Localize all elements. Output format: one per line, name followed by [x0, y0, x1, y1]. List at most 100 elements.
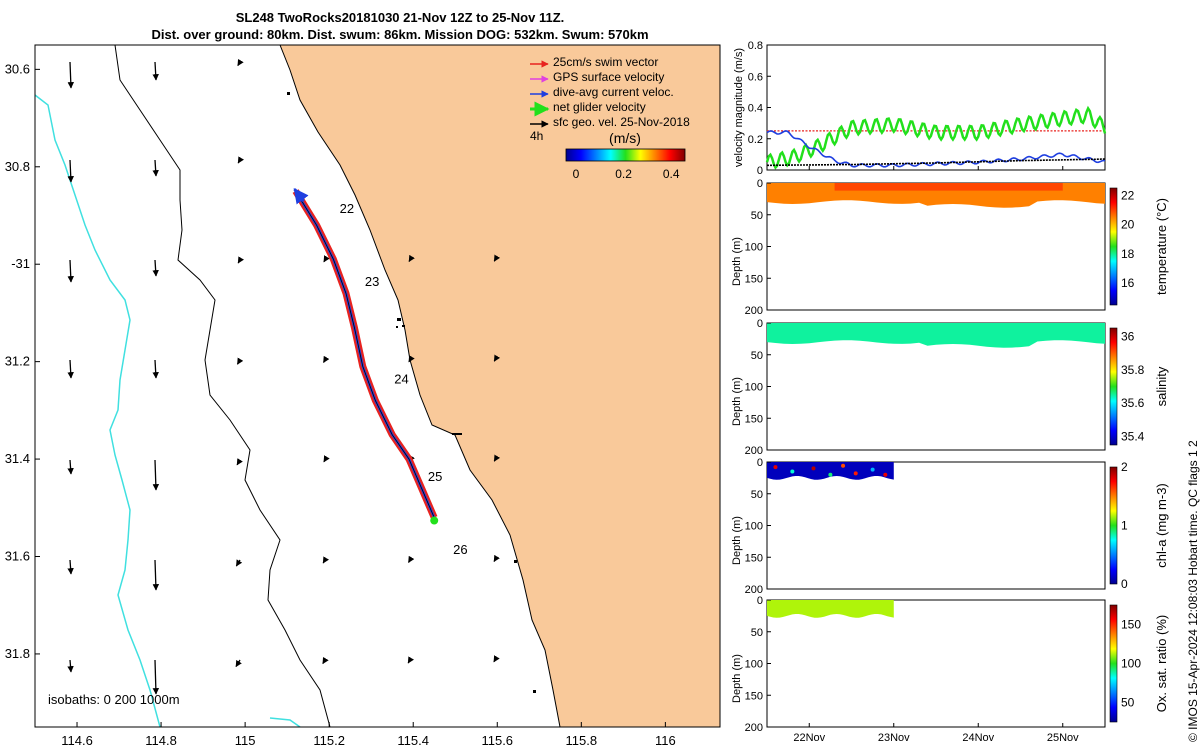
geo-arrow	[408, 355, 415, 363]
velocity-ytick: 0.4	[748, 103, 763, 115]
legend-interval: 4h	[530, 129, 543, 143]
colorbar-tick: 150	[1121, 618, 1141, 632]
geo-arrow	[67, 559, 74, 575]
colorbar-tick: 0.4	[663, 167, 680, 181]
geo-arrow	[152, 61, 159, 81]
colorbar-label: Ox. sat. ratio (%)	[1154, 615, 1169, 713]
colorbar-tick: 35.6	[1121, 396, 1145, 410]
geo-arrow	[67, 259, 74, 283]
colorbar-label: (m/s)	[609, 130, 641, 146]
map-axis-ticks: 114.6 114.8 115 115.2 115.4 115.6 115.8 116 30.6…	[5, 61, 676, 748]
geo-arrow	[152, 259, 159, 277]
geo-arrow	[235, 559, 243, 567]
colorbar-ticks: 0 0.2 0.4	[573, 167, 680, 181]
map-xtick-label: 115.2	[313, 733, 345, 748]
legend-geo: sfc geo. vel. 25-Nov-2018	[553, 115, 690, 129]
colorbar-tick: 0.2	[615, 167, 632, 181]
geostrophic-velocity-arrows	[67, 58, 501, 695]
heatmap-axes	[766, 599, 1106, 728]
geo-arrow	[152, 559, 160, 591]
geo-arrow	[235, 659, 242, 668]
depth-tick: 200	[745, 722, 763, 734]
colorbar-tick: 1	[1121, 519, 1128, 533]
colorbar-tick: 100	[1121, 657, 1141, 671]
map-ytick-label: 31.2	[5, 354, 30, 369]
legend-swim: 25cm/s swim vector	[553, 55, 658, 69]
chl-spot	[790, 469, 795, 474]
velocity-axes	[766, 44, 1106, 171]
heatmap-band	[767, 462, 894, 480]
geo-arrow	[67, 659, 74, 673]
depth-tick: 0	[757, 457, 763, 469]
depth-tick: 100	[745, 242, 763, 254]
geo-arrow	[152, 159, 159, 177]
imos-credit: © IMOS 15-Apr-2024 12:08:03 Hobart time.…	[1186, 440, 1200, 742]
speed-colorbar	[565, 148, 686, 162]
colorbar-tick: 0	[573, 167, 580, 181]
map-xtick-label: 114.8	[145, 733, 177, 748]
heatmap-band	[767, 323, 1105, 348]
map-xtick-label: 114.6	[61, 733, 93, 748]
depth-tick: 150	[745, 413, 763, 425]
map-xtick-label: 115.6	[481, 733, 513, 748]
heatmap-band	[767, 600, 894, 618]
map-ytick-label: 31.6	[5, 549, 30, 564]
map-ytick-label: 31.4	[5, 451, 30, 466]
colorbar-tick: 0	[1121, 577, 1128, 591]
geo-arrow	[152, 359, 159, 379]
colorbar-tick: 35.8	[1121, 363, 1145, 377]
depth-tick: 50	[751, 489, 763, 501]
velocity-ytick: 0.2	[748, 134, 763, 146]
geo-arrow	[236, 458, 243, 466]
geo-arrow	[237, 256, 244, 264]
track-start-arrow	[293, 187, 309, 205]
geo-arrow	[408, 555, 415, 563]
map-xtick-label: 115	[235, 733, 256, 748]
depth-tick: 150	[745, 273, 763, 285]
chl-spot	[828, 472, 833, 477]
chl-spot	[853, 471, 858, 476]
velocity-ylabel: velocity magnitude (m/s)	[733, 48, 745, 167]
geo-arrow	[67, 61, 75, 89]
velocity-series-geo	[767, 158, 1105, 167]
depth-tick: 50	[751, 210, 763, 222]
day-labels: 22 23 24 25 26	[340, 201, 468, 557]
chl-spot	[773, 465, 778, 470]
isobath-200m-line	[35, 94, 301, 727]
track-centerline	[295, 190, 435, 518]
heatmap-panel-2: 0 50 100 150 200 Depth (m) 35.4 35.6 35.8 36 salin…	[731, 318, 1169, 457]
depth-tick: 200	[745, 305, 763, 317]
velocity-ytick: 0.6	[748, 71, 763, 83]
geo-arrow	[493, 254, 501, 262]
map-ytick-label: 31.8	[5, 646, 30, 661]
geo-arrow	[323, 455, 330, 463]
legend-gps: GPS surface velocity	[553, 70, 664, 84]
colorbar-tick: 16	[1121, 276, 1135, 290]
heatmap-panel-4: 0 50 100 150 200 Depth (m) 50 100 150 Ox. sat. ra…	[731, 595, 1169, 744]
depth-tick: 0	[757, 595, 763, 607]
depth-tick: 0	[757, 318, 763, 330]
depth-ylabel: Depth (m)	[731, 377, 743, 426]
heatmap-colorbar	[1109, 604, 1118, 723]
geo-arrow	[493, 655, 500, 663]
time-xtick: 22Nov	[793, 732, 825, 744]
day-label: 26	[453, 542, 467, 557]
day-label: 22	[340, 201, 354, 216]
colorbar-label: temperature (°C)	[1154, 198, 1169, 295]
geo-arrow	[493, 454, 501, 462]
geo-arrow	[407, 656, 414, 664]
geo-arrow	[236, 357, 244, 365]
heatmap-colorbar	[1109, 187, 1118, 306]
map-legend: 25cm/s swim vector GPS surface velocity …	[530, 55, 690, 181]
geo-arrow	[237, 156, 244, 164]
geo-arrow	[493, 554, 500, 563]
depth-tick: 50	[751, 350, 763, 362]
depth-ylabel: Depth (m)	[731, 237, 743, 286]
chl-spot	[870, 467, 875, 472]
time-xtick: 24Nov	[962, 732, 994, 744]
chart-title: SL248 TwoRocks20181030 21-Nov 12Z to 25-…	[235, 10, 565, 25]
depth-tick: 150	[745, 552, 763, 564]
map-ytick-label: 30.8	[5, 159, 30, 174]
